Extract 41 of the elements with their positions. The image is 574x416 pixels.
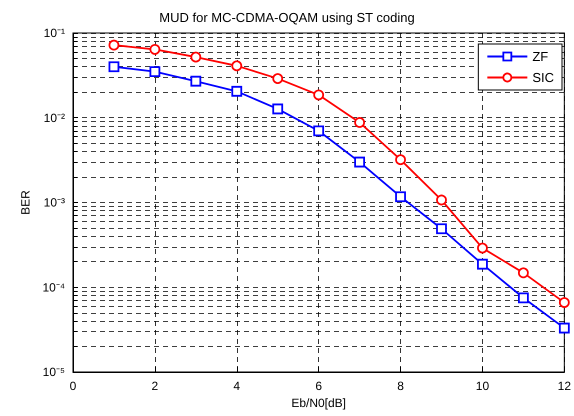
- x-tick-label: 10: [476, 379, 490, 393]
- point: [149, 66, 160, 78]
- point: [190, 76, 202, 87]
- legend-label: ZF: [532, 49, 548, 64]
- point: [477, 242, 488, 254]
- y-tick-label: 10⁻³: [44, 196, 66, 210]
- x-tick-label: 12: [558, 379, 572, 393]
- point: [272, 104, 284, 114]
- point: [313, 125, 324, 136]
- chart-title: MUD for MC-CDMA-OQAM using ST coding: [159, 10, 415, 25]
- point: [395, 154, 406, 166]
- y-tick-label: 10⁻²: [44, 110, 66, 125]
- x-tick-label: 2: [152, 379, 159, 393]
- point: [354, 117, 366, 128]
- point: [313, 90, 324, 100]
- point: [108, 40, 120, 50]
- point: [436, 194, 447, 206]
- point: [477, 258, 488, 270]
- point: [518, 292, 529, 304]
- point: [190, 52, 202, 62]
- x-axis-title: Eb/N0[dB]: [291, 396, 346, 410]
- point: [354, 156, 366, 168]
- point: [149, 44, 160, 55]
- point: [231, 60, 242, 72]
- legend-label: SIC: [532, 70, 554, 85]
- y-tick-label: 10⁻⁴: [42, 280, 65, 294]
- x-tick-label: 8: [397, 379, 404, 393]
- x-tick-label: 4: [233, 379, 240, 393]
- y-tick-label: 10⁻⁵: [42, 365, 66, 379]
- point: [395, 191, 406, 202]
- point: [108, 61, 120, 72]
- point: [558, 322, 570, 334]
- point: [231, 86, 242, 97]
- point: [518, 267, 529, 278]
- point: [272, 73, 284, 84]
- y-tick-label: 10⁻¹: [44, 26, 66, 40]
- point: [558, 297, 570, 308]
- x-tick-label: 0: [70, 379, 77, 393]
- point: [436, 223, 447, 234]
- x-tick-label: 6: [315, 379, 322, 393]
- y-axis-title: BER: [18, 190, 33, 215]
